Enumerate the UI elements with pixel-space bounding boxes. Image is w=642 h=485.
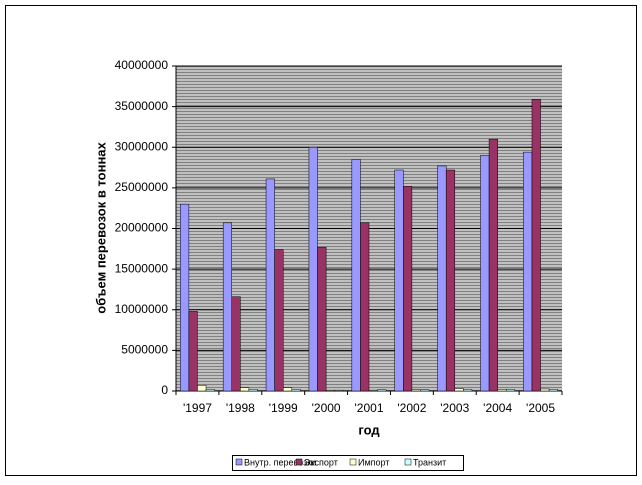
- x-tick-label: '2001: [355, 401, 384, 415]
- bar: [377, 389, 387, 392]
- y-tick-label: 40000000: [115, 58, 169, 72]
- legend-label: Транзит: [413, 457, 446, 467]
- y-tick-label: 20000000: [115, 221, 169, 235]
- legend-swatch: [295, 458, 303, 466]
- bar: [197, 385, 207, 392]
- bar: [351, 159, 361, 392]
- bar: [325, 389, 335, 392]
- bar: [437, 165, 447, 392]
- bar: [308, 147, 318, 392]
- bar: [317, 246, 327, 392]
- bar: [248, 389, 258, 392]
- x-tick-label: '1998: [226, 401, 255, 415]
- bar: [497, 389, 507, 392]
- bar: [523, 151, 533, 392]
- legend-label: Импорт: [358, 457, 389, 467]
- bar: [403, 186, 413, 392]
- x-tick-label: '2000: [312, 401, 341, 415]
- bar: [488, 138, 498, 392]
- legend-swatch: [404, 458, 412, 466]
- y-tick-label: 0: [161, 383, 168, 397]
- bar: [282, 387, 293, 392]
- legend-swatch: [235, 458, 243, 466]
- bar: [222, 222, 233, 392]
- bar: [231, 296, 241, 392]
- bar: [368, 389, 378, 392]
- bar: [454, 388, 464, 392]
- bar: [274, 249, 284, 392]
- bar: [548, 389, 558, 392]
- bar: [240, 387, 250, 392]
- bar: [188, 311, 198, 392]
- y-axis-title: объем перевозок в тоннах: [93, 141, 108, 313]
- bar: [420, 389, 430, 392]
- x-tick-label: '2002: [397, 401, 426, 415]
- bar: [180, 203, 190, 392]
- x-tick-label: '2003: [440, 401, 469, 415]
- x-tick-label: '2004: [483, 401, 512, 415]
- bar: [540, 388, 550, 392]
- y-tick-label: 5000000: [121, 343, 168, 357]
- x-tick-label: '2005: [526, 401, 555, 415]
- y-tick-label: 35000000: [115, 99, 169, 113]
- y-tick-label: 25000000: [115, 180, 169, 194]
- legend-swatch: [349, 458, 357, 466]
- bar: [360, 222, 370, 392]
- bar: [411, 389, 421, 392]
- bar: [531, 99, 541, 392]
- x-tick-label: '1999: [269, 401, 298, 415]
- y-tick-label: 30000000: [115, 139, 169, 153]
- x-axis-title: год: [358, 422, 380, 437]
- bar: [291, 389, 301, 392]
- bar: [463, 389, 473, 392]
- bar: [205, 389, 215, 392]
- bar: [394, 169, 404, 392]
- y-tick-label: 10000000: [115, 302, 169, 316]
- x-tick-label: '1997: [183, 401, 212, 415]
- bar: [505, 389, 516, 392]
- bar: [334, 389, 344, 392]
- y-tick-label: 15000000: [115, 261, 169, 275]
- bar: [480, 155, 490, 392]
- legend-label: Экспорт: [304, 457, 338, 467]
- legend-label: Внутр. перевозки: [244, 457, 316, 467]
- bar: [445, 169, 456, 392]
- bar: [265, 178, 275, 392]
